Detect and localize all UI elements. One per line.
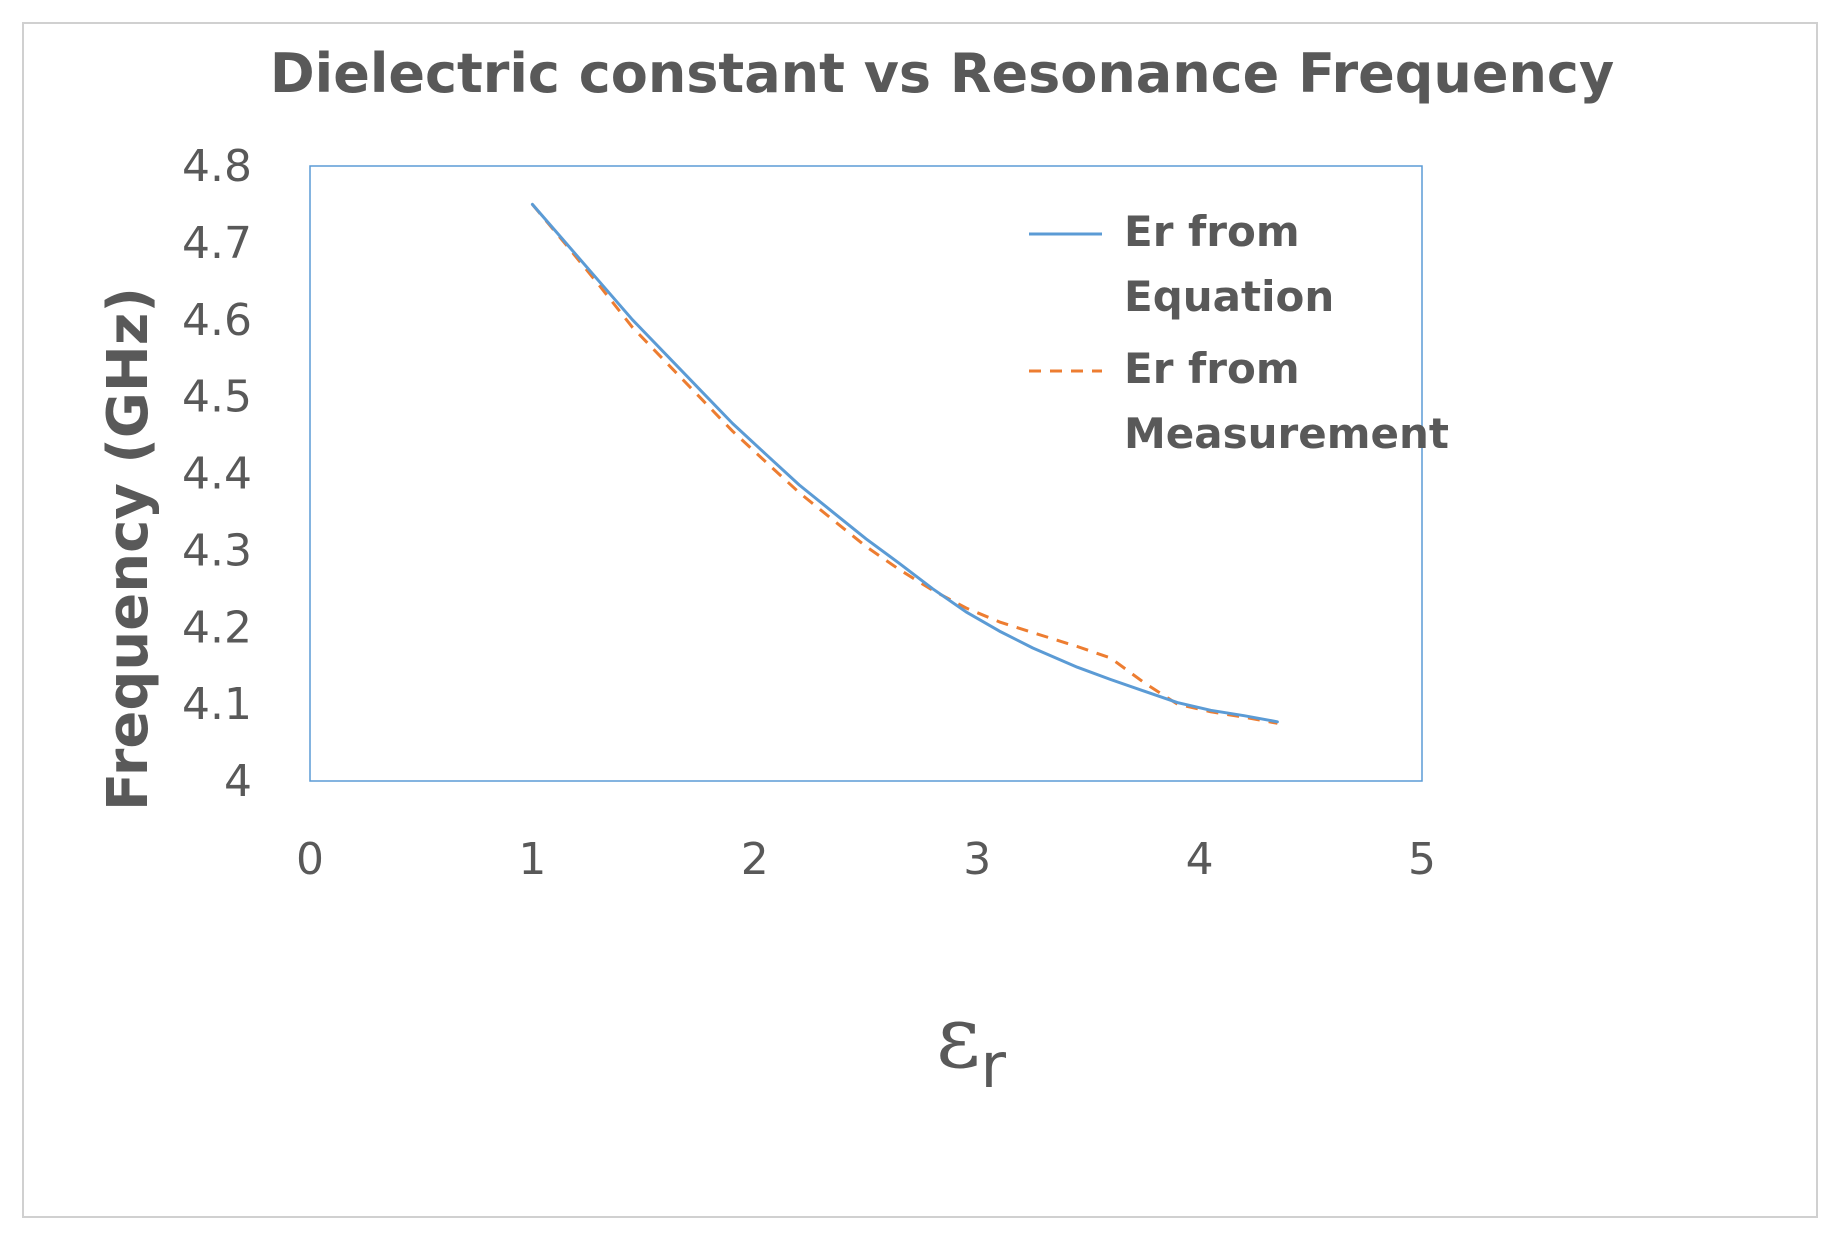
series-line-equation (530, 202, 1279, 724)
y-axis-label: Frequency (GHz) (96, 287, 161, 811)
legend-label-line2: Measurement (1124, 409, 1449, 458)
y-tick-label: 4 (224, 756, 252, 807)
legend-label-line1: Er from (1124, 344, 1300, 393)
x-tick-label: 5 (1408, 834, 1436, 885)
plot-area (309, 165, 1423, 782)
legend-label-line2: Equation (1124, 272, 1334, 321)
x-axis-label-symbol: ε (936, 988, 981, 1088)
y-tick-label: 4.5 (182, 372, 252, 423)
y-tick-label: 4.4 (182, 449, 252, 500)
y-tick-label: 4.8 (182, 141, 252, 192)
x-axis-label: εr (936, 988, 1007, 1102)
legend-label-line1: Er from (1124, 207, 1300, 256)
y-tick-label: 4.3 (182, 525, 252, 576)
x-tick-label: 1 (518, 834, 546, 885)
y-tick-label: 4.2 (182, 602, 252, 653)
x-tick-label: 4 (1186, 834, 1214, 885)
series-line-measurement (531, 203, 1278, 725)
series-layer (530, 202, 1279, 725)
x-tick-label: 2 (741, 834, 769, 885)
chart-frame: Dielectric constant vs Resonance Frequen… (22, 22, 1818, 1218)
plot-border (309, 165, 1423, 782)
y-axis-ticks: 4 4.1 4.2 4.3 4.4 4.5 4.6 4.7 4.8 (182, 141, 252, 807)
x-tick-label: 0 (296, 834, 324, 885)
y-tick-label: 4.6 (182, 295, 252, 346)
y-tick-label: 4.7 (182, 218, 252, 269)
x-axis-ticks: 0 1 2 3 4 5 (296, 834, 1436, 885)
chart-title: Dielectric constant vs Resonance Frequen… (270, 42, 1614, 105)
chart-svg: Dielectric constant vs Resonance Frequen… (96, 42, 1614, 1102)
y-tick-label: 4.1 (182, 679, 252, 730)
x-tick-label: 3 (963, 834, 991, 885)
x-axis-label-subscript: r (981, 1029, 1007, 1102)
legend: Er from Equation Er from Measurement (1029, 207, 1449, 458)
